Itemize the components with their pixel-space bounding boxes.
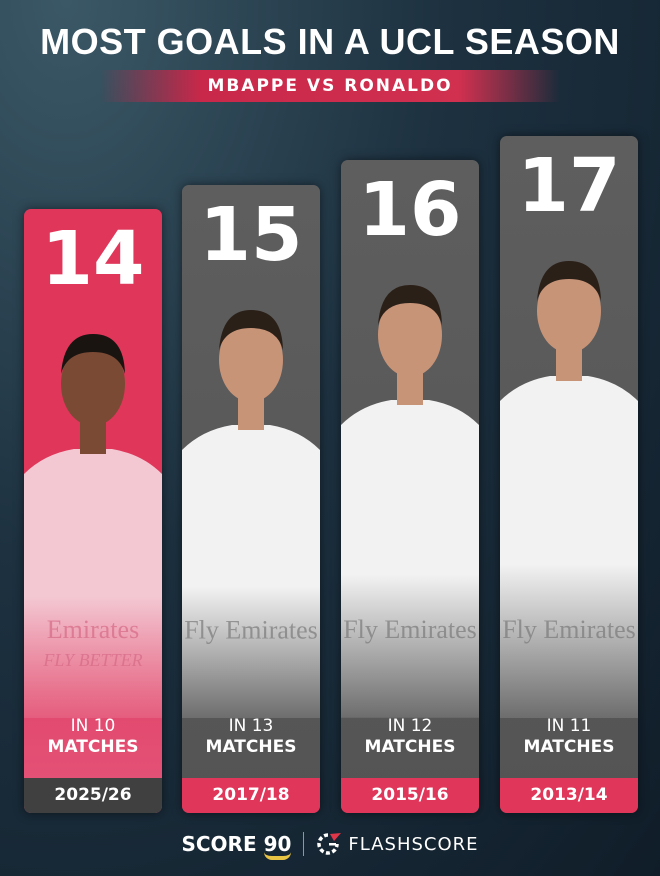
kit-sponsor: Fly Emirates [343, 615, 477, 644]
score90-number: 90 [263, 832, 292, 860]
player-photo: Fly Emirates [182, 309, 320, 718]
kit-sponsor-sub: FLY BETTER [42, 650, 142, 670]
kit-sponsor: Fly Emirates [502, 615, 636, 644]
score90-logo: SCORE 90 [181, 832, 292, 860]
footer: SCORE 90 FLASHSCORE [0, 832, 660, 860]
matches-label: IN 11 MATCHES [500, 716, 638, 758]
player-photo: Emirates FLY BETTER [24, 334, 162, 718]
divider [303, 832, 305, 856]
score90-text: SCORE [181, 832, 257, 856]
matches-word: MATCHES [47, 737, 139, 757]
bar-2015-16: 16 Fly Emirates IN 12 MATCHES 2015/16 [341, 160, 479, 813]
player-photo: Fly Emirates [500, 260, 638, 718]
goals-value: 17 [517, 142, 621, 229]
page-title: MOST GOALS IN A UCL SEASON [40, 21, 620, 62]
matches-word: MATCHES [364, 736, 456, 757]
matches-label: IN 12 MATCHES [341, 716, 479, 758]
matches-word: MATCHES [205, 736, 297, 757]
subtitle: MBAPPE VS RONALDO [100, 70, 560, 102]
goals-value: 15 [199, 191, 303, 278]
flashscore-logo: FLASHSCORE [316, 832, 478, 856]
goals-value: 16 [358, 167, 462, 254]
matches-word: MATCHES [523, 736, 615, 757]
flashscore-text: FLASHSCORE [348, 833, 479, 855]
matches-count: IN 10 [70, 716, 116, 736]
flashscore-icon [317, 833, 342, 855]
bar-2025-26: 14 Emirates FLY BETTER IN 10 MATCHES 2025/26 [24, 209, 162, 813]
season-label: 2025/26 [24, 778, 162, 813]
season-label: 2013/14 [500, 777, 638, 813]
kit-sponsor: Fly Emirates [184, 615, 318, 644]
matches-count: IN 11 [546, 715, 592, 736]
matches-count: IN 13 [228, 715, 274, 736]
matches-label: IN 13 MATCHES [182, 716, 320, 758]
player-photo: Fly Emirates [341, 285, 479, 718]
matches-label: IN 10 MATCHES [24, 716, 162, 758]
season-label: 2017/18 [182, 777, 320, 813]
bar-2017-18: 15 Fly Emirates IN 13 MATCHES 2017/18 [182, 184, 320, 813]
season-label: 2015/16 [341, 777, 479, 813]
goals-value: 14 [41, 216, 145, 302]
bar-2013-14: 17 Fly Emirates IN 11 MATCHES 2013/14 [500, 135, 638, 813]
kit-sponsor: Emirates [47, 615, 139, 644]
matches-count: IN 12 [387, 715, 433, 736]
